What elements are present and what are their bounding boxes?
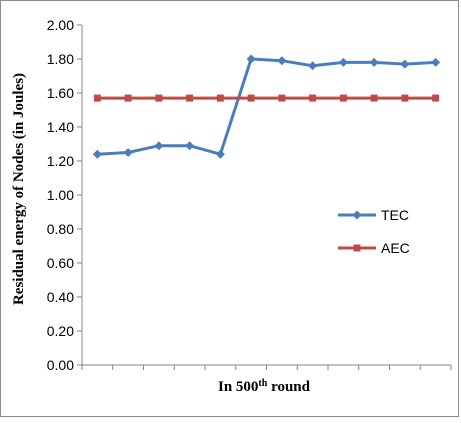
- data-point-tec: [308, 61, 318, 71]
- series-tec: [92, 54, 441, 159]
- y-tick-label: 0.20: [47, 323, 74, 339]
- data-point-tec: [277, 56, 287, 66]
- x-axis-title-prefix: In 500: [218, 379, 258, 395]
- y-tick-label: 2.00: [47, 17, 74, 33]
- legend-label-tec: TEC: [381, 207, 409, 223]
- data-point-aec: [155, 94, 163, 102]
- series-layer: [92, 54, 441, 159]
- y-tick-label: 1.80: [47, 51, 74, 67]
- data-point-aec: [339, 94, 347, 102]
- y-tick-label: 1.20: [47, 153, 74, 169]
- data-point-aec: [124, 94, 132, 102]
- data-point-aec: [401, 94, 409, 102]
- legend-marker-aec: [353, 244, 361, 252]
- data-point-tec: [431, 57, 441, 67]
- series-aec: [93, 94, 440, 102]
- data-point-tec: [92, 149, 102, 159]
- y-axis-title: Residual energy of Nodes (in Joules): [11, 73, 27, 305]
- x-axis-title-sup: th: [258, 378, 267, 389]
- data-point-tec: [215, 149, 225, 159]
- data-point-tec: [185, 141, 195, 151]
- legend-item-tec: TEC: [338, 207, 409, 223]
- data-point-aec: [247, 94, 255, 102]
- legend-item-aec: AEC: [338, 240, 410, 256]
- data-point-tec: [369, 57, 379, 67]
- data-point-aec: [432, 94, 440, 102]
- legend-label-aec: AEC: [381, 240, 410, 256]
- data-point-tec: [338, 57, 348, 67]
- y-tick-label: 1.00: [47, 187, 74, 203]
- data-point-tec: [400, 59, 410, 69]
- axes: [81, 25, 452, 370]
- data-point-tec: [154, 141, 164, 151]
- data-point-tec: [123, 148, 133, 157]
- legend: TEC AEC: [338, 207, 410, 256]
- data-point-aec: [186, 94, 194, 102]
- y-tick-label: 0.60: [47, 255, 74, 271]
- x-axis-title: In 500th round: [218, 378, 311, 396]
- data-point-aec: [93, 94, 101, 102]
- data-point-aec: [370, 94, 378, 102]
- y-tick-label: 0.00: [47, 357, 74, 373]
- y-tick-label: 0.80: [47, 221, 74, 237]
- y-tick-label: 1.40: [47, 119, 74, 135]
- x-axis-title-suffix: round: [267, 379, 310, 395]
- y-tick-labels: 0.00 0.20 0.40 0.60 0.80 1.00 1.20 1.40 1.60 1.80…: [47, 17, 82, 373]
- data-point-aec: [216, 94, 224, 102]
- data-point-aec: [309, 94, 317, 102]
- legend-marker-tec: [352, 210, 362, 220]
- y-tick-label: 1.60: [47, 85, 74, 101]
- data-point-tec: [246, 54, 256, 64]
- y-tick-label: 0.40: [47, 289, 74, 305]
- series-line-tec: [97, 57, 436, 156]
- data-point-aec: [278, 94, 286, 102]
